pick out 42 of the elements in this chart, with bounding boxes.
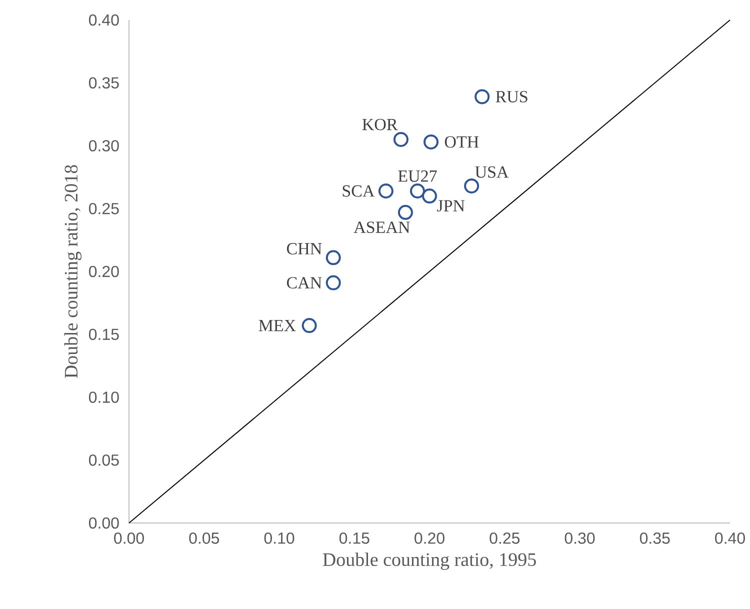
x-tick-label: 0.40 xyxy=(715,532,745,544)
x-axis-title: Double counting ratio, 1995 xyxy=(322,552,536,570)
point xyxy=(410,184,425,199)
series-label: USA xyxy=(475,166,509,178)
series-label: CAN xyxy=(286,277,322,289)
point xyxy=(464,178,480,194)
x-tick-label: 0.20 xyxy=(414,532,444,544)
series-label: CHN xyxy=(286,243,322,254)
y-tick-label: 0.10 xyxy=(88,392,119,403)
point xyxy=(474,89,490,104)
y-axis-title: Double counting ratio, 2018 xyxy=(64,165,82,378)
point xyxy=(302,318,317,334)
point xyxy=(398,204,413,220)
point xyxy=(424,134,439,150)
x-tick-label: 0.15 xyxy=(339,532,370,544)
series-label: ASEAN xyxy=(354,222,410,234)
series-label: SCA xyxy=(342,185,375,197)
series-label: KOR xyxy=(362,118,398,130)
point xyxy=(422,188,438,204)
series-label: EU27 xyxy=(398,170,437,182)
x-tick-label: 0.30 xyxy=(564,532,595,544)
series-label: JPN xyxy=(437,200,465,212)
y-tick-label: 0.35 xyxy=(88,77,119,89)
series-label: RUS xyxy=(496,90,528,102)
point xyxy=(378,184,394,199)
point xyxy=(393,132,408,147)
point xyxy=(326,250,341,266)
y-tick-label: 0.15 xyxy=(88,328,119,340)
y-tick-label: 0.05 xyxy=(88,454,119,466)
y-tick-label: 0.40 xyxy=(88,14,119,26)
x-tick-label: 0.00 xyxy=(114,532,144,544)
y-tick-label: 0.00 xyxy=(88,517,119,529)
y-tick-label: 0.30 xyxy=(88,140,119,152)
x-tick-label: 0.05 xyxy=(189,532,220,544)
y-tick-label: 0.25 xyxy=(88,202,119,214)
x-tick-label: 0.25 xyxy=(490,532,520,544)
series-label: MEX xyxy=(258,320,296,332)
series-label: OTH xyxy=(444,136,479,148)
y-tick-label: 0.20 xyxy=(88,266,119,278)
point xyxy=(326,275,341,290)
x-tick-label: 0.35 xyxy=(640,532,670,544)
x-tick-label: 0.10 xyxy=(264,532,294,544)
